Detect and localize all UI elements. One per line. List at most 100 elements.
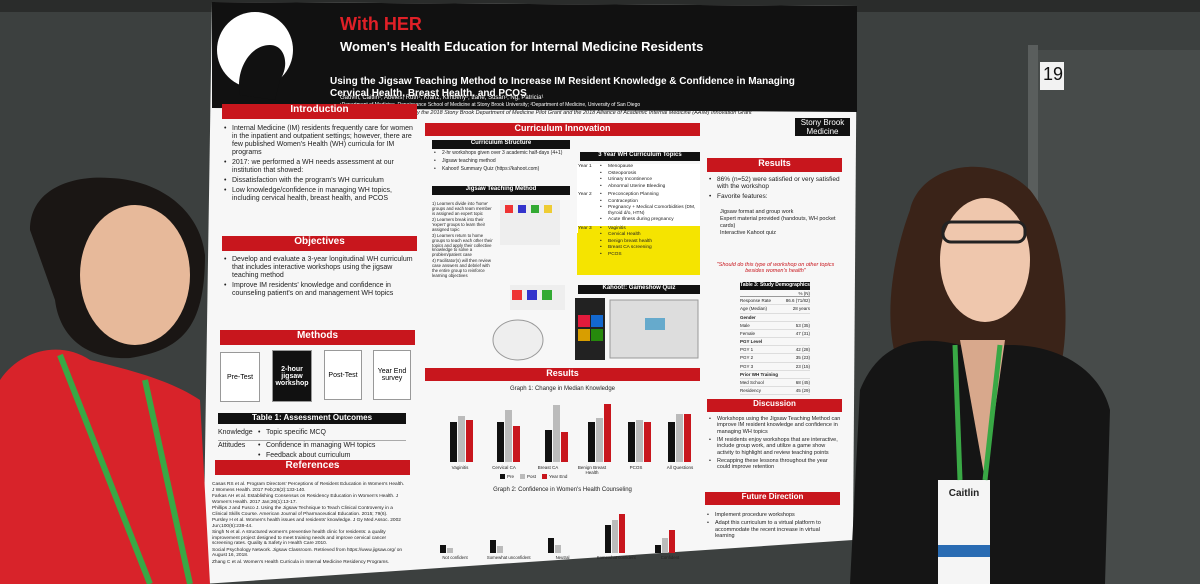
list-item: Adapt this curriculum to a virtual platf…: [707, 520, 840, 539]
list-item: Improve IM residents' knowledge and conf…: [224, 282, 416, 298]
graph-2-bars: [440, 514, 675, 553]
structure-list: 2-hr workshops given over 3 academic hal…: [434, 150, 570, 174]
list-item: Recapping these lessons throughout the y…: [709, 458, 842, 471]
cell: PGY Level: [740, 339, 763, 345]
graph-title: Graph 2: Confidence in Women's Health Co…: [493, 487, 632, 493]
category-label: Neutral: [555, 555, 570, 560]
bar: [450, 422, 457, 462]
row-item: Feedback about curriculum: [258, 452, 406, 460]
topic: Acute Illness during pregnancy: [600, 217, 700, 223]
kahoot-tile: [578, 315, 590, 327]
lanyard: [57, 353, 153, 584]
graph-1-bars: [450, 404, 691, 462]
table-row: Knowledge Topic specific MCQ: [218, 428, 406, 442]
lanyard: [982, 344, 1003, 481]
table-row: PGY Level: [740, 338, 810, 347]
authors: Gauvin, Caitlin¹; Abeles, Ruth¹; Kranz, …: [340, 95, 544, 101]
section-heading: Results: [707, 158, 842, 172]
legend-swatch: [542, 474, 548, 480]
sub-heading: Kahoot!: Gameshow Quiz: [578, 285, 700, 294]
list-item: Casas RS et al. Program Directors' Perce…: [212, 482, 405, 493]
list-item: Develop and evaluate a 3-year longitudin…: [224, 256, 416, 280]
topic-year: Year 2 Preconception PlanningContraceptio…: [578, 192, 700, 224]
method-step: Pre-Test: [220, 352, 260, 402]
bar: [655, 545, 661, 553]
category-label: Benign Breast Health: [577, 465, 607, 476]
list-item: 1) Learners divide into 'home' groups an…: [432, 201, 492, 216]
method-step: 2-hour jigsaw workshop: [272, 350, 312, 402]
bar: [636, 420, 643, 462]
cell: 45 (29): [795, 388, 810, 394]
topic: Urinary Incontinence: [600, 177, 700, 183]
legend-label: Pre: [507, 474, 515, 479]
topic: Menopause: [600, 164, 700, 170]
table-row: Residency 45 (29): [740, 387, 810, 396]
cell: 28 years: [792, 306, 810, 312]
references-list: Casas RS et al. Program Directors' Perce…: [212, 482, 407, 566]
graph-title: Graph 1: Change in Median Knowledge: [509, 386, 616, 392]
list-item: 4) Facilitator(s) will then review case …: [432, 258, 491, 279]
row-item: Confidence in managing WH topics: [258, 442, 406, 450]
logo-line: Stony Brook: [800, 118, 845, 127]
bar: [561, 432, 568, 462]
list-item: 86% (n=52) were satisfied or very satisf…: [709, 176, 842, 191]
list-item: Low knowledge/confidence in managing WH …: [224, 187, 416, 203]
features-list: Jigsaw format and group work Expert mater…: [720, 209, 842, 237]
cell: 35 (23): [795, 355, 810, 361]
cell: Female: [740, 330, 756, 336]
bar: [604, 404, 611, 462]
results-list: 86% (n=52) were satisfied or very satisf…: [709, 176, 842, 202]
row-label: Attitudes: [218, 442, 246, 450]
section-heading: Objectives: [222, 236, 417, 251]
jigsaw-piece: [544, 205, 552, 213]
bar: [612, 520, 618, 553]
name-badge: [938, 480, 990, 584]
table-row: Age (Median) 28 years: [740, 305, 810, 314]
list-item: Jigsaw teaching method: [434, 158, 570, 165]
bar: [605, 525, 611, 553]
topic: PCOS: [600, 252, 700, 258]
bar: [596, 418, 603, 462]
logo-line: Medicine: [806, 127, 839, 137]
bar: [490, 540, 496, 553]
support-note: This study was supported by the 2018 Sto…: [350, 110, 752, 116]
list-item: IM residents enjoy workshops that are in…: [709, 437, 842, 456]
topic: Pregnancy + Medical Comorbidities (DM, t…: [600, 205, 700, 216]
bar: [466, 420, 473, 462]
row-items: Confidence in managing WH topics Feedback…: [258, 442, 406, 462]
list-item: 3) Learners return to home groups to tea…: [432, 232, 493, 258]
cell: Residency: [740, 388, 762, 394]
jigsaw-circle: [492, 319, 544, 361]
cell: 53 (35): [795, 322, 810, 328]
year-items: MenopauseOsteoporosisUrinary Incontinenc…: [600, 164, 700, 190]
legend-item: Post: [520, 474, 536, 480]
intro-list: Internal Medicine (IM) residents frequen…: [224, 125, 416, 205]
cell: PGY 2: [740, 355, 754, 361]
logo: Stony Brook Medicine: [795, 118, 850, 137]
row-item: Topic specific MCQ: [258, 429, 406, 437]
table-header: % (N): [740, 291, 811, 298]
jigsaw-piece: [531, 205, 539, 213]
jigsaw-piece: [512, 290, 522, 300]
list-item: Pursley H et al. Women's health issues a…: [212, 518, 401, 529]
table-row: PGY 1 42 (28): [740, 346, 810, 355]
jigsaw-steps: 1) Learners divide into 'home' groups an…: [432, 201, 494, 280]
sub-heading: Jigsaw Teaching Method: [432, 186, 570, 195]
header-cell: % (N): [798, 291, 811, 296]
list-item: Phillips J and Fusco J. Using the Jigsaw…: [212, 506, 393, 517]
section-heading: Introduction: [222, 104, 417, 119]
silhouette: [239, 45, 286, 100]
quote: "Should do this type of workshop on othe…: [716, 262, 835, 275]
bar: [458, 416, 465, 462]
bar: [553, 405, 560, 462]
cell: PGY 3: [740, 363, 754, 369]
cell: 68 (45): [795, 379, 810, 385]
table-title: Table 1: Assessment Outcomes: [218, 413, 406, 424]
list-item: Farkas AH et al. Establishing Consensus …: [212, 494, 399, 505]
section-heading: Future Direction: [705, 492, 840, 505]
kahoot-tile: [591, 315, 603, 327]
table-row: PGY 3 23 (15): [740, 363, 810, 371]
list-item: Workshops using the Jigsaw Teaching Meth…: [709, 416, 842, 435]
